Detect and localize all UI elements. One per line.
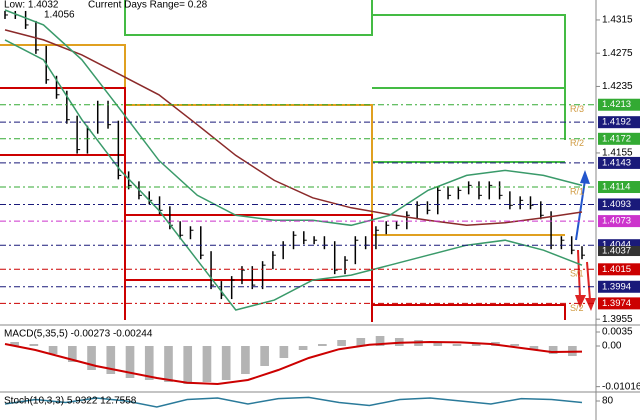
histogram-bar [125, 346, 135, 378]
histogram-bar [221, 346, 231, 380]
level-price: 1.4073 [602, 216, 631, 227]
level-price: 1.4044 [602, 240, 631, 251]
histogram-bar [241, 346, 250, 374]
histogram-bar [202, 346, 212, 382]
level-price: 1.4192 [602, 117, 631, 128]
arrow-head [585, 298, 596, 311]
y-tick-label: 1.4315 [602, 15, 633, 26]
y-tick-label: 0.0035 [602, 327, 633, 338]
macd-title: MACD(5,35,5) -0.00273 -0.00244 [4, 329, 153, 340]
stoch-title: Stoch(10,3,3) 5.9322 12.7558 [4, 396, 137, 407]
level-badge [598, 215, 640, 228]
histogram-bar [548, 346, 558, 354]
arrow-head [575, 295, 586, 308]
pivot-steps [0, 0, 566, 322]
arrows [575, 170, 596, 311]
histogram-bar [452, 344, 462, 346]
y-tick-label: -0.01016 [602, 381, 640, 392]
histogram-bar [144, 346, 154, 380]
histogram-bar [67, 346, 77, 362]
histogram-bar [510, 344, 520, 346]
level-badge [598, 116, 640, 129]
histogram-bar [298, 346, 308, 350]
step-line [125, 214, 373, 322]
histogram-bar [260, 346, 269, 366]
level-badge [598, 156, 640, 169]
histogram-bar [433, 342, 443, 346]
step-line [124, 0, 373, 36]
level-price: 1.4015 [602, 264, 631, 275]
arrow-down [586, 261, 591, 301]
series-line [4, 39, 583, 311]
level-badge [598, 280, 640, 293]
series-line [4, 396, 583, 408]
y-tick-label: 1.4235 [602, 81, 633, 92]
y-tick-label: 80 [602, 396, 614, 407]
y-tick-label: 1.3955 [602, 314, 633, 325]
y-tick-label: 1.4155 [602, 148, 633, 159]
histogram-bar [471, 342, 481, 346]
level-price: 1.4172 [602, 133, 631, 144]
header-range: Current Days Range= 0.28 [88, 0, 208, 11]
histogram-bar [87, 346, 96, 370]
header-low: Low: 1.4032 [4, 0, 59, 11]
step-line [372, 14, 566, 140]
arrow-head [580, 170, 590, 184]
last-badge [598, 246, 640, 257]
histogram-bar [356, 338, 366, 346]
level-price: 1.4143 [602, 157, 631, 168]
level-price: 1.4093 [602, 199, 631, 210]
histogram-bar [529, 346, 539, 350]
histogram-bar [279, 346, 289, 358]
histogram-bar [183, 346, 193, 384]
histogram-bar [48, 346, 58, 354]
level-badge [598, 263, 640, 276]
level-badge [598, 98, 640, 111]
step-line [0, 87, 126, 320]
series-line [4, 29, 583, 227]
level-name: R/1 [570, 186, 584, 196]
y-tick-label: 0.00 [602, 341, 622, 352]
series-line [4, 340, 583, 386]
arrow-up [575, 179, 586, 241]
histogram-bar [318, 344, 327, 346]
histogram-bar [10, 342, 19, 346]
level-badge [598, 181, 640, 194]
histogram-bar [164, 346, 173, 382]
level-badge [598, 198, 640, 211]
y-tick-label: 1.4275 [602, 48, 633, 59]
last-price: 1.4037 [602, 246, 631, 257]
histogram-bar [29, 344, 39, 346]
histogram-bar [375, 336, 385, 346]
series-line [4, 9, 583, 227]
level-price: 1.4114 [602, 182, 630, 193]
level-badge [598, 297, 640, 310]
level-price: 1.4213 [602, 99, 631, 110]
level-name: R/2 [570, 138, 584, 148]
level-name: R/3 [570, 104, 584, 114]
histogram-bar [337, 340, 346, 346]
arrow-down [577, 249, 581, 299]
level-name: S/2 [570, 303, 584, 313]
histogram-bar [106, 346, 116, 374]
level-name: S/1 [570, 269, 584, 279]
level-price: 1.3974 [602, 298, 631, 309]
level-badge [598, 132, 640, 145]
header-value: 1.4056 [44, 10, 75, 21]
step-line [372, 304, 566, 320]
level-price: 1.3994 [602, 281, 631, 292]
